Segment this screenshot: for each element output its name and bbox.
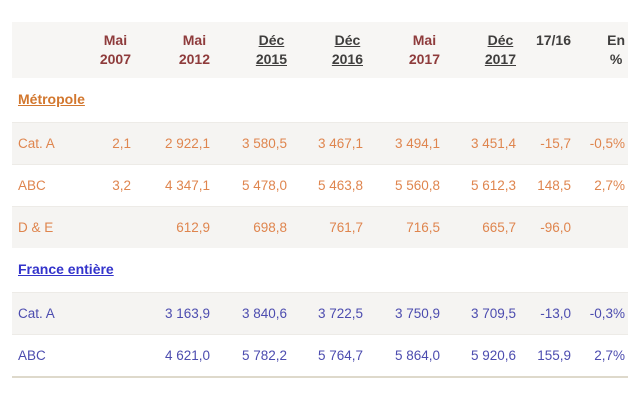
value-cell: 761,7	[329, 220, 363, 235]
header-line: Déc	[258, 32, 285, 48]
col-header-mai-2017: Mai 2017	[366, 31, 443, 69]
section-row-metropole: Métropole	[12, 78, 628, 122]
section-link-france-entiere[interactable]: France entière	[18, 261, 114, 277]
header-line: Mai	[103, 32, 128, 48]
section-title-cell: France entière	[12, 261, 628, 279]
value-cell: 5 782,2	[241, 348, 287, 363]
table-row: Cat. A 2,1 2 922,1 3 580,5 3 467,1 3 494…	[12, 122, 628, 164]
value-cell: 3 580,5	[241, 136, 287, 151]
value-cell: 3 722,5	[317, 306, 363, 321]
value-cell: 612,9	[176, 220, 210, 235]
row-label: Cat. A	[18, 306, 55, 321]
table-row: D & E 612,9 698,8 761,7 716,5 665,7 -96,…	[12, 206, 628, 248]
row-label: ABC	[18, 178, 46, 193]
value-cell: 3,2	[112, 178, 131, 193]
value-cell: 3 467,1	[317, 136, 363, 151]
col-header-dec-2015[interactable]: Déc 2015	[213, 31, 290, 69]
value-cell: 3 709,5	[470, 306, 516, 321]
section-title-cell: Métropole	[12, 91, 628, 109]
value-cell: 5 478,0	[241, 178, 287, 193]
value-cell: 5 920,6	[470, 348, 516, 363]
col-header-mai-2007: Mai 2007	[88, 31, 134, 69]
value-cell: 5 612,3	[470, 178, 516, 193]
header-line	[536, 50, 571, 69]
value-cell: 2 922,1	[164, 136, 210, 151]
value-cell: -0,3%	[589, 306, 625, 321]
col-header-en-pct: En%	[574, 31, 628, 69]
header-line: Mai	[412, 32, 437, 48]
row-label: Cat. A	[18, 136, 55, 151]
header-line: 2007	[99, 51, 131, 67]
table-row: ABC 3,2 4 347,1 5 478,0 5 463,8 5 560,8 …	[12, 164, 628, 206]
header-line: 17/16	[535, 32, 571, 48]
statistics-table: Mai 2007 Mai 2012 Déc 2015 Déc 2016 Mai 2017 …	[12, 22, 628, 378]
header-line: Déc	[334, 32, 361, 48]
value-cell: 2,1	[112, 136, 131, 151]
value-cell: 4 621,0	[164, 348, 210, 363]
value-cell: 3 494,1	[394, 136, 440, 151]
value-cell: 698,8	[253, 220, 287, 235]
value-cell: -15,7	[540, 136, 571, 151]
col-header-mai-2012: Mai 2012	[134, 31, 213, 69]
value-cell: 155,9	[537, 348, 571, 363]
col-header-dec-2017[interactable]: Déc 2017	[443, 31, 519, 69]
value-cell: 2,7%	[594, 348, 625, 363]
value-cell: 716,5	[406, 220, 440, 235]
value-cell: 2,7%	[594, 178, 625, 193]
section-row-france-entiere: France entière	[12, 248, 628, 292]
header-line: 2016	[331, 51, 363, 67]
header-line: 2012	[178, 51, 210, 67]
value-cell: 3 750,9	[394, 306, 440, 321]
header-line: 2017	[484, 51, 516, 67]
section-link-metropole[interactable]: Métropole	[18, 91, 85, 107]
value-cell: 665,7	[482, 220, 516, 235]
value-cell: 3 451,4	[470, 136, 516, 151]
header-line: En	[607, 32, 625, 48]
row-label: D & E	[18, 220, 54, 235]
value-cell: 5 764,7	[317, 348, 363, 363]
value-cell: 3 840,6	[241, 306, 287, 321]
value-cell: -96,0	[540, 220, 571, 235]
header-line: Mai	[182, 32, 207, 48]
table-row: Cat. A 3 163,9 3 840,6 3 722,5 3 750,9 3…	[12, 292, 628, 334]
value-cell: -0,5%	[589, 136, 625, 151]
row-label: ABC	[18, 348, 46, 363]
col-header-dec-2016[interactable]: Déc 2016	[290, 31, 366, 69]
value-cell: 5 463,8	[317, 178, 363, 193]
value-cell: 3 163,9	[164, 306, 210, 321]
header-line: 2015	[255, 51, 287, 67]
value-cell: 5 560,8	[394, 178, 440, 193]
value-cell: -13,0	[540, 306, 571, 321]
table-header-row: Mai 2007 Mai 2012 Déc 2015 Déc 2016 Mai 2017 …	[12, 22, 628, 78]
header-line: Déc	[487, 32, 514, 48]
header-line: 2017	[408, 51, 440, 67]
value-cell: 5 864,0	[394, 348, 440, 363]
value-cell: 4 347,1	[164, 178, 210, 193]
table-row: ABC 4 621,0 5 782,2 5 764,7 5 864,0 5 92…	[12, 334, 628, 376]
header-line: %	[609, 51, 623, 67]
col-header-17-16: 17/16	[519, 31, 574, 69]
value-cell: 148,5	[537, 178, 571, 193]
